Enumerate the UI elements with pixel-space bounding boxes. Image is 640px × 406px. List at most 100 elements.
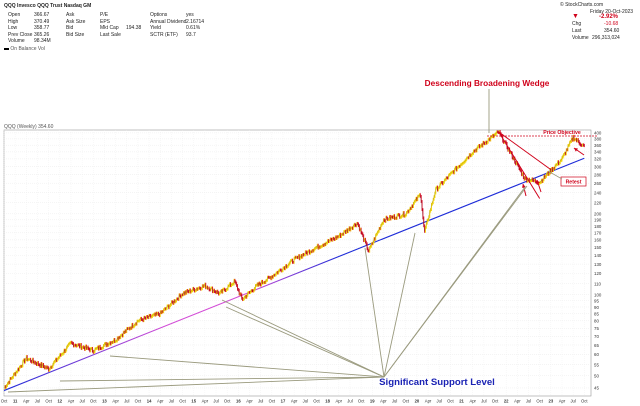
volume-value: 296,313,024 — [592, 35, 620, 41]
x-tick-label: Jul — [213, 399, 218, 404]
x-tick-label: Oct — [135, 399, 142, 404]
support-connector — [383, 232, 416, 378]
x-tick-label: 17 — [281, 399, 286, 404]
x-tick-label: Jul — [124, 399, 129, 404]
x-tick-label: Jul — [35, 399, 40, 404]
y-tick-label: 260 — [594, 181, 602, 186]
support-connector — [59, 376, 385, 382]
chg-value: -10.68 — [604, 21, 619, 27]
midcol-label: Bid Size — [66, 31, 85, 38]
x-tick-label: Apr — [68, 399, 75, 404]
col4-label: Annual Dividend — [150, 18, 187, 25]
x-tick-label: Jul — [437, 399, 442, 404]
y-tick-label: 200 — [594, 212, 602, 217]
leftcol-label: High — [8, 18, 19, 25]
y-tick-label: 110 — [594, 281, 602, 286]
col3-label: P/E — [100, 12, 109, 18]
y-tick-label: 85 — [594, 311, 599, 316]
y-tick-label: 180 — [594, 224, 602, 229]
x-tick-label: Apr — [202, 399, 209, 404]
y-tick-label: 80 — [594, 319, 599, 324]
support-trendline — [3, 157, 585, 392]
x-tick-label: Oct — [447, 399, 454, 404]
midcol-label: Ask — [66, 12, 75, 18]
x-tick-label: Jul — [169, 399, 174, 404]
x-tick-label: Apr — [23, 399, 30, 404]
y-tick-label: 160 — [594, 238, 602, 243]
support-connector — [109, 355, 385, 378]
x-tick-label: Jul — [570, 399, 575, 404]
y-tick-label: 140 — [594, 253, 602, 258]
x-tick-label: Apr — [112, 399, 119, 404]
leftcol-label: Low — [8, 25, 18, 31]
y-tick-label: 130 — [594, 262, 602, 267]
arrow-objective-icon-head — [574, 148, 578, 152]
col4-value: 2.16714 — [186, 18, 205, 25]
x-tick-label: Oct — [1, 399, 8, 404]
leftcol-label: Volume — [8, 38, 25, 44]
col3-label: Last Sale — [100, 31, 121, 38]
y-tick-label: 100 — [594, 293, 602, 298]
x-tick-label: Apr — [559, 399, 566, 404]
y-tick-label: 220 — [594, 200, 602, 205]
x-tick-label: 19 — [370, 399, 375, 404]
symbol-line: QQQ Invesco QQQ Trust Nasdaq GM — [4, 3, 91, 9]
y-tick-label: 360 — [594, 143, 602, 148]
y-tick-label: 45 — [594, 386, 599, 391]
x-tick-label: Oct — [402, 399, 409, 404]
y-tick-label: 300 — [594, 164, 602, 169]
x-tick-label: 23 — [548, 399, 553, 404]
x-tick-label: Apr — [157, 399, 164, 404]
x-tick-label: Apr — [246, 399, 253, 404]
wedge-label: Descending Broadening Wedge — [425, 78, 550, 88]
watermark: © StockCharts.com — [560, 2, 604, 8]
y-tick-label: 75 — [594, 326, 599, 331]
symbol-line-text: QQQ Invesco QQQ Trust Nasdaq GM — [4, 3, 92, 9]
x-tick-label: Apr — [291, 399, 298, 404]
x-tick-label: 21 — [459, 399, 464, 404]
x-tick-label: Apr — [380, 399, 387, 404]
x-tick-label: Jul — [392, 399, 397, 404]
retest-box — [560, 176, 587, 187]
x-tick-label: 11 — [13, 399, 18, 404]
change-percent: -2.92% — [599, 14, 619, 20]
x-tick-label: Jul — [258, 399, 263, 404]
support-label: Significant Support Level — [379, 377, 495, 388]
quote-date: Friday 20-Oct-2023 — [590, 9, 634, 15]
support-connector — [225, 306, 385, 378]
col4-label: Options — [150, 12, 168, 18]
col4-value: yes — [186, 12, 194, 18]
y-tick-label: 95 — [594, 299, 599, 304]
x-tick-label: Jul — [481, 399, 486, 404]
x-tick-label: Apr — [469, 399, 476, 404]
support-connector — [364, 247, 385, 378]
col3-label: EPS — [100, 18, 111, 25]
y-tick-label: 340 — [594, 150, 602, 155]
col4-label: Yield — [150, 25, 161, 31]
x-tick-label: 13 — [102, 399, 107, 404]
retest-label: Retest — [566, 180, 582, 186]
chg-label: Chg — [572, 21, 582, 27]
y-tick-label: 90 — [594, 305, 599, 310]
volume-label: Volume — [572, 35, 589, 41]
x-tick-label: Jul — [347, 399, 352, 404]
y-tick-label: 60 — [594, 352, 599, 357]
x-tick-label: Apr — [336, 399, 343, 404]
midcol-label: Ask Size — [66, 18, 86, 25]
x-tick-label: Oct — [90, 399, 97, 404]
x-tick-label: Apr — [514, 399, 521, 404]
y-tick-label: 240 — [594, 190, 602, 195]
plot-frame — [3, 129, 592, 397]
y-tick-label: 190 — [594, 218, 602, 223]
leftcol-label: Prev Close — [8, 31, 33, 38]
y-tick-label: 50 — [594, 373, 599, 378]
obv-swatch — [4, 47, 9, 50]
x-tick-label: Oct — [492, 399, 499, 404]
arrow-up-right-icon-head — [536, 180, 540, 184]
leftcol-value: 366.67 — [34, 12, 50, 18]
wedge-upper-line — [498, 131, 552, 171]
close-line — [3, 131, 585, 389]
y-tick-label: 65 — [594, 343, 599, 348]
